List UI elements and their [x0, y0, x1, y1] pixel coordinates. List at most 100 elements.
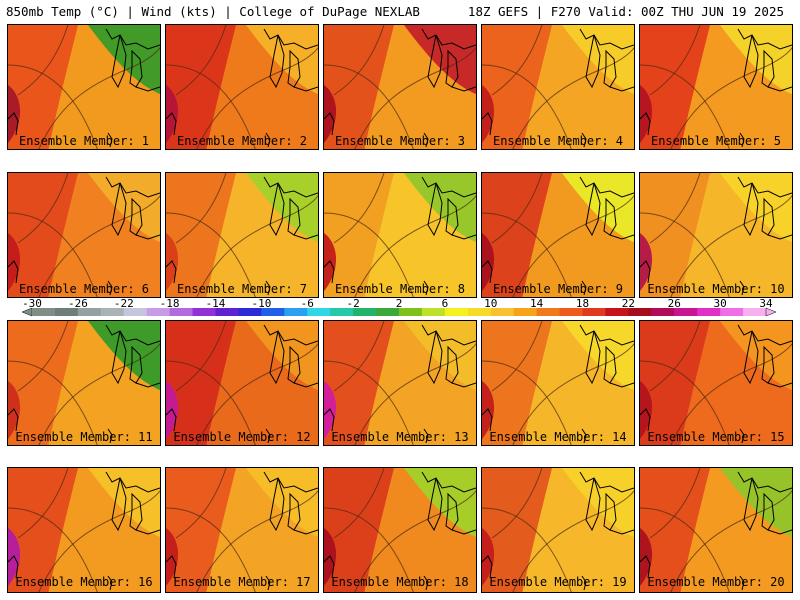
great-lakes-outline — [269, 34, 285, 89]
great-lakes-outline — [743, 34, 759, 89]
great-lakes-outline — [640, 408, 651, 432]
colorbar-swatch — [192, 308, 216, 316]
great-lakes-outline — [640, 112, 651, 136]
great-lakes-outline — [8, 408, 19, 432]
isotherm-line — [670, 342, 792, 445]
isotherm-line — [512, 489, 634, 592]
great-lakes-outline — [482, 408, 493, 432]
colorbar-swatch — [399, 308, 423, 316]
great-lakes-outline — [105, 324, 160, 346]
great-lakes-outline — [427, 182, 443, 237]
great-lakes-outline — [482, 555, 493, 579]
great-lakes-outline — [581, 132, 587, 148]
temperature-map — [324, 173, 476, 297]
colorbar-swatch — [261, 308, 285, 316]
great-lakes-outline — [111, 34, 127, 89]
ensemble-panel-13 — [323, 320, 477, 446]
great-lakes-outline — [265, 428, 271, 444]
temperature-map — [8, 25, 160, 149]
great-lakes-outline — [105, 471, 160, 493]
colorbar-swatch — [284, 308, 308, 316]
warm-region — [8, 321, 78, 445]
isotherm-line — [333, 25, 385, 96]
isotherm-line — [166, 212, 256, 297]
isotherm-line — [482, 64, 572, 149]
colorbar-swatch — [628, 308, 652, 316]
run-info: 18Z GEFS | F270 Valid: 00Z THU JUN 19 20… — [467, 4, 784, 19]
isotherm-line — [166, 64, 256, 149]
isotherm-line — [8, 360, 98, 445]
great-lakes-outline — [263, 176, 318, 198]
isotherm-line — [670, 489, 792, 592]
isotherm-line — [38, 342, 160, 445]
panel-caption: Ensemble Member: 2 — [176, 134, 308, 148]
isotherm-line — [670, 194, 792, 297]
temperature-colorbar: -30-26-22-18-14-10-6-2261014182226303438… — [21, 297, 777, 317]
isotherm-line — [482, 212, 572, 297]
great-lakes-outline — [579, 471, 634, 493]
great-lakes-outline — [135, 529, 160, 535]
great-lakes-outline — [293, 529, 318, 535]
panel-caption: Ensemble Member: 5 — [650, 134, 782, 148]
ensemble-panel-9 — [481, 172, 635, 298]
isotherm-line — [491, 321, 543, 392]
great-lakes-outline — [585, 182, 601, 237]
colorbar-tick-label: -6 — [301, 297, 314, 310]
great-lakes-outline — [482, 260, 493, 284]
colorbar-swatch — [238, 308, 262, 316]
warm-region — [324, 321, 394, 445]
isotherm-line — [38, 489, 160, 592]
great-lakes-outline — [421, 28, 476, 50]
colorbar-swatch — [100, 308, 125, 316]
temperature-map — [324, 25, 476, 149]
great-lakes-outline — [585, 330, 601, 385]
great-lakes-outline — [743, 182, 759, 237]
temperature-map — [166, 25, 318, 149]
panel-caption: Ensemble Member: 19 — [489, 575, 627, 589]
temperature-map — [166, 468, 318, 592]
great-lakes-outline — [767, 86, 792, 92]
great-lakes-outline — [107, 132, 113, 148]
isotherm-line — [333, 321, 385, 392]
colorbar-tick-label: -30 — [22, 297, 42, 310]
great-lakes-outline — [423, 575, 429, 591]
panel-caption: Ensemble Member: 10 — [647, 282, 785, 296]
isotherm-line — [640, 212, 730, 297]
great-lakes-outline — [135, 234, 160, 240]
colorbar-swatch — [32, 308, 56, 316]
great-lakes-outline — [579, 176, 634, 198]
ensemble-panel-5 — [639, 24, 793, 150]
great-lakes-outline — [609, 529, 634, 535]
great-lakes-outline — [166, 555, 177, 579]
panel-caption: Ensemble Member: 11 — [15, 430, 153, 444]
ensemble-panel-17 — [165, 467, 319, 593]
warm-region — [324, 173, 394, 297]
great-lakes-outline — [609, 234, 634, 240]
colorbar-swatch — [467, 308, 492, 316]
colorbar-tick-label: -18 — [160, 297, 180, 310]
great-lakes-outline — [8, 112, 19, 136]
warm-region — [482, 25, 552, 149]
warm-region — [8, 25, 78, 149]
great-lakes-outline — [739, 132, 745, 148]
great-lakes-outline — [579, 324, 634, 346]
great-lakes-outline — [581, 428, 587, 444]
colorbar-swatch — [330, 308, 354, 316]
colorbar-tick-label: -22 — [114, 297, 134, 310]
great-lakes-outline — [111, 477, 127, 532]
colorbar-swatch — [376, 308, 400, 316]
colorbar-tick-label: 14 — [530, 297, 544, 310]
isotherm-line — [333, 173, 385, 244]
isotherm-line — [196, 46, 318, 149]
isotherm-line — [482, 360, 572, 445]
isotherm-line — [324, 212, 414, 297]
great-lakes-outline — [739, 428, 745, 444]
great-lakes-outline — [737, 176, 792, 198]
colorbar-tick-label: 18 — [576, 297, 589, 310]
isotherm-line — [354, 46, 476, 149]
temperature-map — [8, 321, 160, 445]
isotherm-line — [175, 468, 227, 539]
great-lakes-outline — [324, 555, 335, 579]
great-lakes-outline — [743, 330, 759, 385]
